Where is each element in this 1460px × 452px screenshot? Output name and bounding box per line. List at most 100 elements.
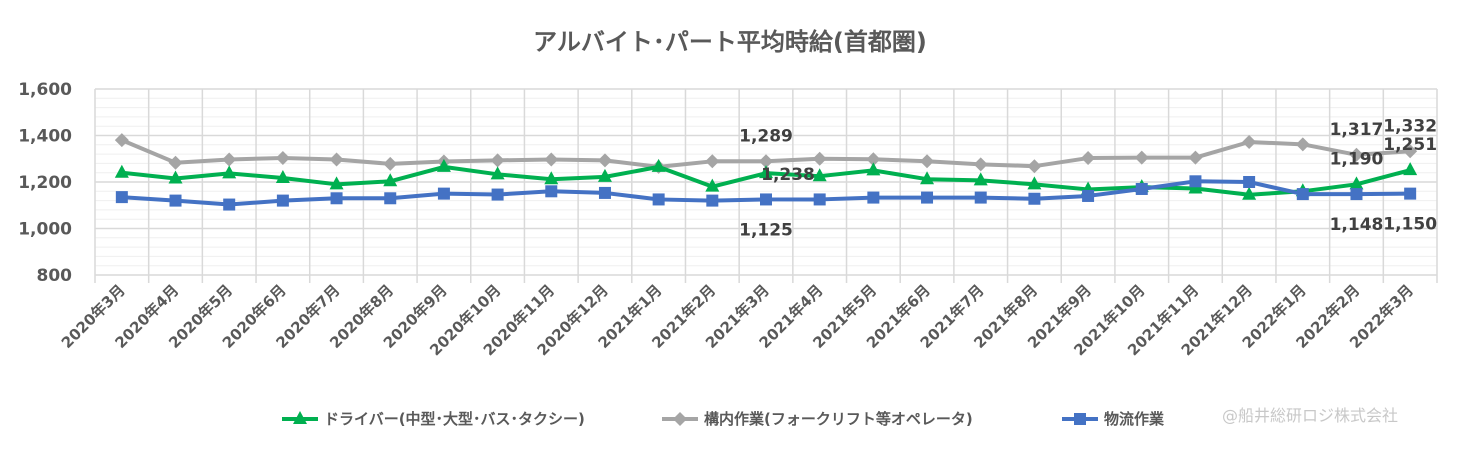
diamond-marker xyxy=(597,153,612,168)
square-marker xyxy=(545,185,558,198)
diamond-marker xyxy=(1027,159,1042,174)
diamond-marker xyxy=(812,151,827,166)
data-label: 1,332 xyxy=(1383,116,1437,136)
square-marker xyxy=(1189,175,1202,188)
square-marker xyxy=(1135,182,1148,195)
triangle-marker xyxy=(293,410,307,424)
y-tick-label: 1,200 xyxy=(18,173,72,193)
square-marker xyxy=(1350,188,1363,201)
legend: ドライバー(中型･大型･バス･タクシー) 構内作業(フォークリフト等オペレータ) 物… xyxy=(0,408,1460,432)
data-label: 1,289 xyxy=(739,126,793,146)
triangle-marker xyxy=(1349,176,1364,190)
diamond-marker xyxy=(329,152,344,167)
diamond-marker xyxy=(673,411,687,426)
square-legend-icon xyxy=(1062,412,1098,425)
triangle-marker xyxy=(1027,176,1042,190)
legend-label: ドライバー(中型･大型･バス･タクシー) xyxy=(324,410,585,428)
square-marker xyxy=(760,193,772,206)
square-marker xyxy=(598,186,611,199)
triangle-marker xyxy=(705,178,720,192)
square-marker xyxy=(437,187,450,200)
data-label: 1,190 xyxy=(1330,149,1384,169)
y-tick-label: 1,600 xyxy=(18,80,72,100)
diamond-marker xyxy=(490,153,505,168)
square-marker xyxy=(223,198,236,211)
data-label: 1,150 xyxy=(1383,215,1437,235)
triangle-marker xyxy=(973,172,988,186)
triangle-marker xyxy=(490,166,505,180)
data-label: 1,148 xyxy=(1330,215,1384,235)
diamond-marker xyxy=(544,152,559,167)
square-marker xyxy=(491,188,504,201)
square-marker xyxy=(921,191,934,204)
watermark: @船井総研ロジ株式会社 xyxy=(1222,406,1399,425)
diamond-marker xyxy=(1081,151,1096,166)
triangle-marker xyxy=(544,171,559,185)
square-marker xyxy=(1074,412,1086,425)
legend-label: 構内作業(フォークリフト等オペレータ) xyxy=(704,410,973,428)
triangle-marker xyxy=(597,168,612,182)
triangle-marker xyxy=(1242,186,1257,200)
triangle-marker xyxy=(436,158,451,172)
square-marker xyxy=(706,194,719,207)
square-marker xyxy=(813,193,826,206)
square-marker xyxy=(1082,189,1095,202)
legend-item: 物流作業 xyxy=(1060,408,1164,429)
square-marker xyxy=(652,193,665,206)
diamond-marker xyxy=(1242,135,1257,150)
square-marker xyxy=(1243,176,1256,188)
diamond-legend-icon xyxy=(662,411,698,426)
diamond-marker xyxy=(114,133,129,148)
square-marker xyxy=(115,191,128,204)
y-tick-label: 1,400 xyxy=(18,127,72,147)
triangle-marker xyxy=(920,171,935,185)
square-marker xyxy=(1028,192,1041,205)
legend-item: ドライバー(中型･大型･バス･タクシー) xyxy=(280,408,585,429)
diamond-marker xyxy=(1349,147,1364,162)
data-label: 1,238 xyxy=(761,165,815,185)
triangle-marker xyxy=(1403,162,1418,176)
triangle-marker xyxy=(168,170,183,184)
chart-title: アルバイト･パート平均時給(首都圏) xyxy=(533,28,927,56)
triangle-legend-icon xyxy=(282,410,318,424)
diamond-marker xyxy=(1188,150,1203,165)
legend-item: 構内作業(フォークリフト等オペレータ) xyxy=(660,408,973,429)
legend-label: 物流作業 xyxy=(1104,410,1165,428)
data-label: 1,251 xyxy=(1383,135,1437,155)
data-label: 1,317 xyxy=(1330,120,1384,140)
triangle-marker xyxy=(651,158,666,172)
diamond-marker xyxy=(759,154,773,169)
triangle-marker xyxy=(383,173,398,187)
square-marker xyxy=(169,194,182,207)
diamond-marker xyxy=(866,152,881,167)
diamond-marker xyxy=(168,155,183,170)
square-marker xyxy=(1404,187,1417,200)
square-marker xyxy=(867,191,880,204)
diamond-marker xyxy=(383,156,398,171)
square-marker xyxy=(330,192,343,205)
series-2 xyxy=(115,175,1417,211)
diamond-marker xyxy=(973,157,988,172)
diamond-marker xyxy=(1403,144,1418,159)
triangle-marker xyxy=(866,162,881,176)
diamond-marker xyxy=(275,151,290,166)
diamond-marker xyxy=(222,152,237,167)
triangle-marker xyxy=(275,170,290,184)
line-chart: アルバイト･パート平均時給(首都圏) 800 1,000 1,200 1,400 1,6… xyxy=(18,28,1438,359)
square-marker xyxy=(276,194,289,207)
diamond-marker xyxy=(1295,137,1310,152)
series-0 xyxy=(114,158,1418,200)
y-tick-label: 1,000 xyxy=(18,220,72,240)
triangle-marker xyxy=(759,165,773,179)
triangle-marker xyxy=(812,168,827,182)
diamond-marker xyxy=(920,154,935,169)
square-marker xyxy=(384,192,397,205)
triangle-marker xyxy=(329,176,344,190)
data-label: 1,125 xyxy=(739,220,793,240)
diamond-marker xyxy=(1134,150,1149,165)
triangle-marker xyxy=(222,165,237,179)
square-marker xyxy=(974,191,987,204)
diamond-marker xyxy=(705,154,720,169)
y-tick-label: 800 xyxy=(37,266,73,286)
square-marker xyxy=(1296,188,1309,201)
